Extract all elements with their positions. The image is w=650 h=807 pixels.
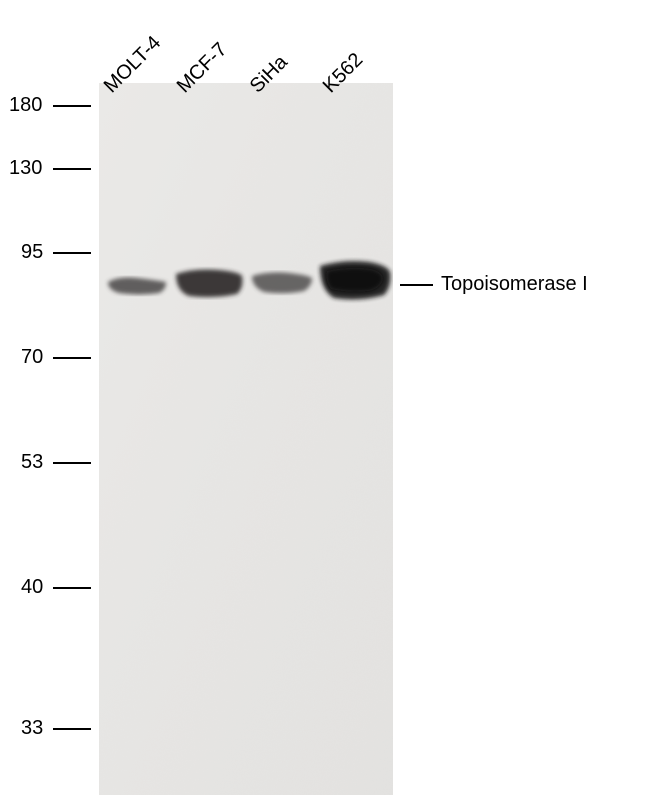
marker-tick-130 [53, 168, 91, 170]
marker-tick-180 [53, 105, 91, 107]
annotation-tick [400, 284, 433, 286]
marker-label-53: 53 [21, 451, 43, 474]
marker-label-130: 130 [9, 157, 42, 180]
marker-label-95: 95 [21, 241, 43, 264]
marker-label-40: 40 [21, 576, 43, 599]
marker-label-33: 33 [21, 717, 43, 740]
blot-membrane [99, 83, 393, 795]
marker-tick-33 [53, 728, 91, 730]
marker-label-70: 70 [21, 346, 43, 369]
annotation-label: Topoisomerase I [441, 273, 588, 296]
marker-tick-40 [53, 587, 91, 589]
figure-canvas: MOLT-4 MCF-7 SiHa K562 180 130 95 70 53 … [0, 0, 650, 807]
marker-tick-95 [53, 252, 91, 254]
marker-tick-53 [53, 462, 91, 464]
marker-label-180: 180 [9, 94, 42, 117]
marker-tick-70 [53, 357, 91, 359]
